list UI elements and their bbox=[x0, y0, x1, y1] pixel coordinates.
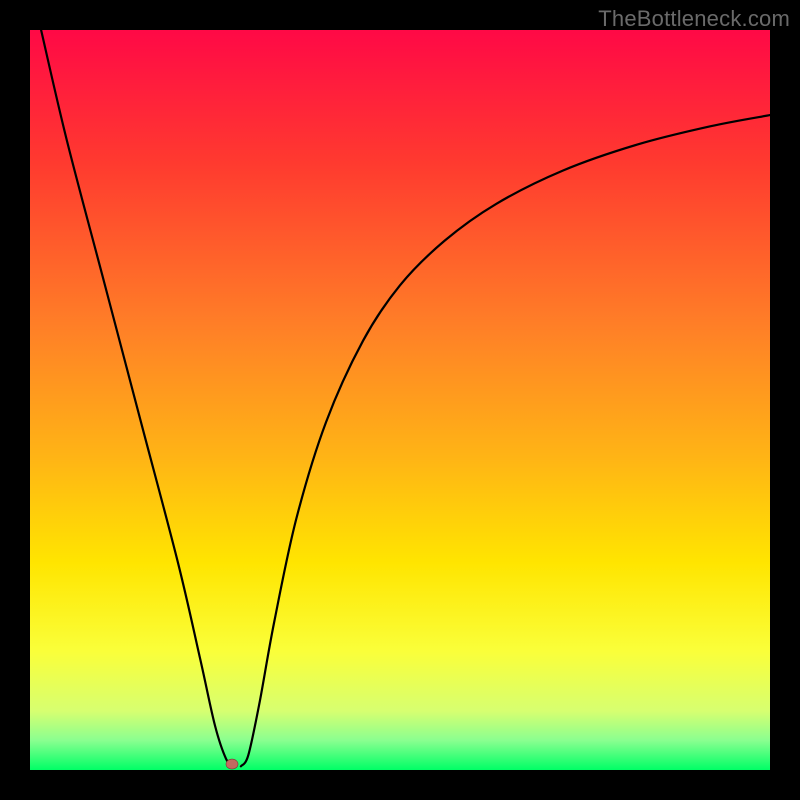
watermark-text: TheBottleneck.com bbox=[598, 6, 790, 32]
chart-container: TheBottleneck.com bbox=[0, 0, 800, 800]
minimum-marker bbox=[226, 759, 238, 769]
bottleneck-chart bbox=[0, 0, 800, 800]
plot-background bbox=[30, 30, 770, 770]
